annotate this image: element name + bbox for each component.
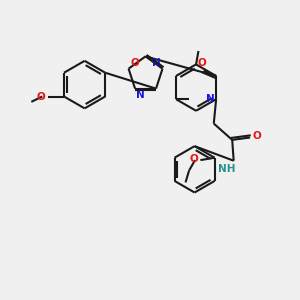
Text: N: N xyxy=(206,94,215,104)
Text: N: N xyxy=(152,58,161,68)
Text: N: N xyxy=(136,90,145,100)
Text: O: O xyxy=(198,58,207,68)
Text: O: O xyxy=(37,92,46,101)
Text: O: O xyxy=(130,58,139,68)
Text: O: O xyxy=(189,154,198,164)
Text: NH: NH xyxy=(218,164,235,174)
Text: O: O xyxy=(252,131,261,141)
